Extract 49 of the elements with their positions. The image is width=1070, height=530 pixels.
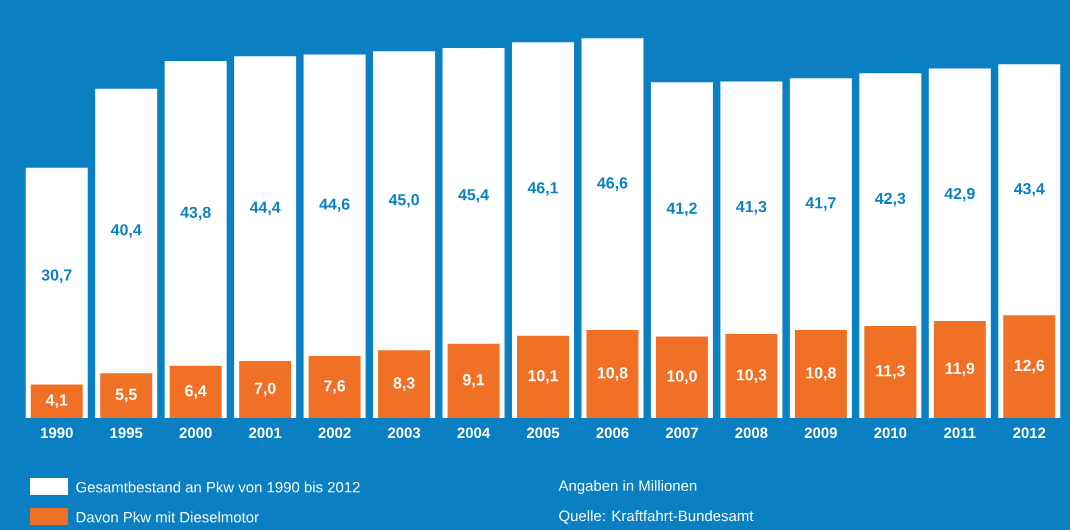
x-tick-label: 1995	[110, 427, 143, 439]
source-note: Quelle: Kraftfahrt-Bundesamt	[559, 510, 754, 524]
data-label: 9,1	[463, 374, 485, 388]
data-label: 45,4	[458, 189, 489, 203]
data-label: 10,8	[597, 367, 628, 381]
x-tick-label: 2000	[179, 427, 212, 439]
data-label: 44,6	[319, 198, 350, 213]
data-label: 40,4	[110, 224, 142, 238]
data-label: 46,1	[527, 182, 559, 196]
data-label: 6,4	[185, 385, 207, 399]
data-label: 11,9	[945, 362, 975, 377]
x-tick-label: 2002	[318, 427, 351, 439]
data-label: 41,2	[666, 202, 697, 217]
data-label: 10,0	[667, 370, 697, 385]
x-tick-label: 2009	[804, 427, 837, 439]
x-tick-label: 2006	[596, 427, 629, 439]
legend-label: Gesamtbestand an Pkw von 1990 bis 2012	[76, 481, 360, 493]
x-tick-label: 2008	[735, 427, 768, 439]
x-tick-label: 2007	[665, 427, 698, 439]
data-label: 46,6	[597, 177, 628, 191]
data-label: 5,5	[115, 388, 137, 403]
data-label: 30,7	[41, 269, 72, 283]
data-label: 42,9	[944, 187, 975, 202]
data-label: 43,4	[1013, 183, 1045, 197]
data-label: 12,6	[1014, 359, 1045, 374]
x-tick-label: 2005	[526, 427, 560, 439]
x-tick-label: 2001	[249, 427, 282, 439]
data-label: 42,3	[875, 192, 906, 207]
x-tick-label: 2003	[387, 427, 421, 439]
data-label: 10,3	[736, 369, 767, 383]
x-tick-label: 2010	[874, 427, 907, 439]
data-label: 10,8	[806, 367, 836, 381]
x-tick-label: 2012	[1013, 427, 1046, 439]
x-tick-label: 1990	[41, 427, 73, 439]
data-label: 45,0	[388, 194, 419, 208]
data-label: 41,7	[805, 197, 836, 211]
data-label: 44,4	[249, 201, 281, 216]
data-label: 8,3	[393, 377, 415, 391]
data-label: 4,1	[45, 394, 68, 408]
data-label: 7,0	[254, 382, 276, 397]
x-tick-label: 2004	[457, 427, 491, 439]
data-label: 43,8	[180, 206, 211, 221]
data-label: 41,3	[736, 200, 767, 215]
legend-label: Davon Pkw mit Dieselmotor	[76, 511, 259, 523]
data-label: 10,1	[528, 370, 559, 384]
x-tick-label: 2011	[944, 427, 976, 439]
data-label: 11,3	[876, 365, 905, 379]
text: Angaben in Millionen	[558, 480, 697, 494]
data-label: 7,6	[324, 380, 346, 394]
